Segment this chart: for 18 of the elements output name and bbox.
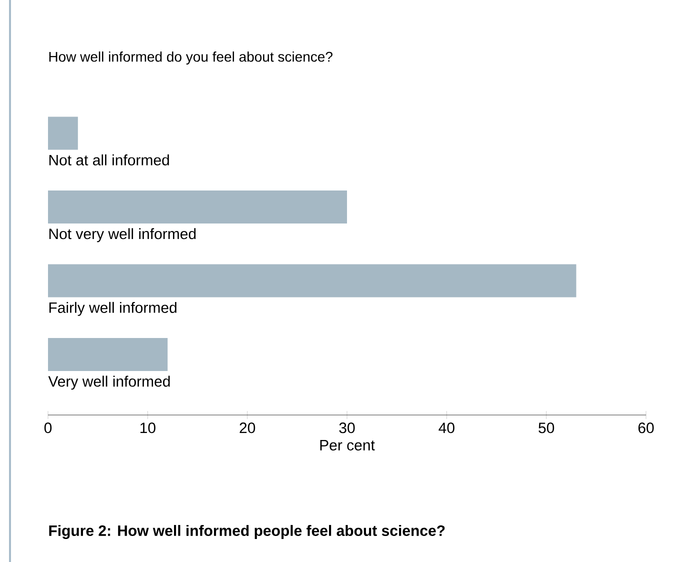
x-tick-label: 0 [44, 422, 52, 434]
y-tick-label: Fairly well informed [49, 302, 176, 316]
x-tick-label: 60 [638, 422, 654, 434]
x-axis-title: Per cent [320, 440, 375, 450]
bar [48, 116, 78, 150]
x-tick-label: 10 [140, 422, 156, 434]
y-tick-label: Not very well informed [49, 228, 196, 242]
caption: Figure 2: How well informed people feel about science? [49, 524, 445, 540]
bar [48, 190, 348, 224]
x-tick-label: 20 [240, 422, 256, 434]
bar [48, 338, 168, 372]
x-tick-label: 30 [339, 422, 355, 434]
y-tick-label: Not at all informed [49, 154, 169, 166]
bar [48, 264, 576, 298]
y-tick-label: Very well informed [48, 376, 170, 390]
chart-title: How well informed do you feel about science? [49, 51, 332, 65]
x-tick-label: 40 [438, 422, 454, 434]
x-tick-label: 50 [538, 422, 554, 434]
